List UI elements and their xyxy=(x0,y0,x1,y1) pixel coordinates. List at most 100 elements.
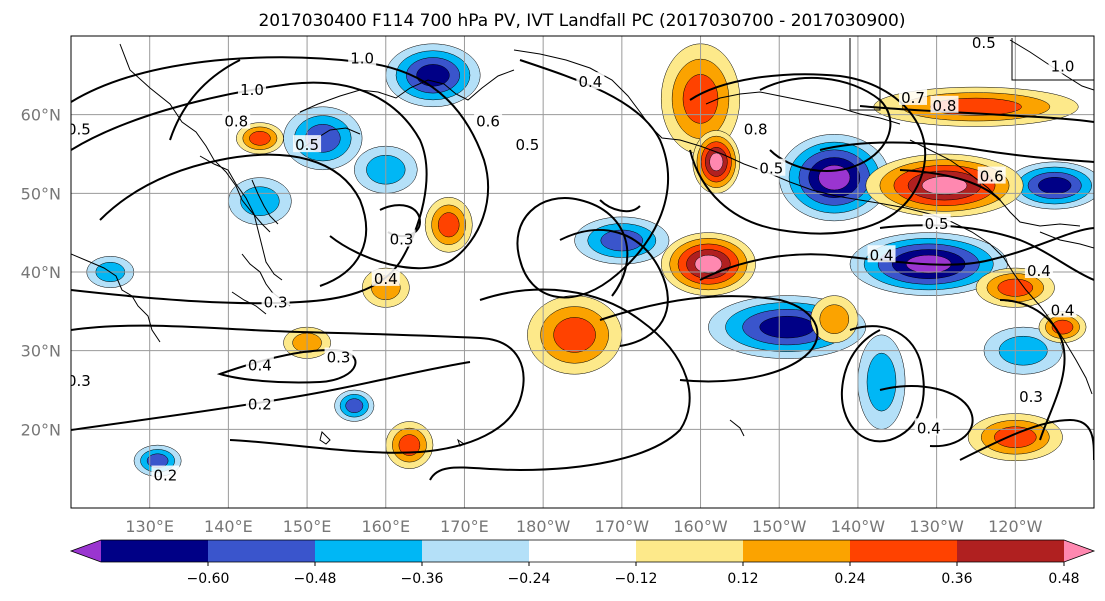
pv-level-fill xyxy=(437,212,460,238)
contour-label-text: 0.3 xyxy=(264,293,288,311)
contour-label-bg xyxy=(1048,300,1077,318)
longitude-tick-label: 160°E xyxy=(361,517,410,536)
contour-label-text: 0.4 xyxy=(578,73,602,91)
colorbar-tick-label: 0.12 xyxy=(727,571,758,587)
contour-label: 1.0 xyxy=(348,48,377,68)
colorbar-box xyxy=(101,540,209,562)
pv-anomaly-region xyxy=(660,232,756,296)
colorbar: −0.60 −0.48 −0.36 −0.24 −0.12 0.12 0.24 0.36 0.4… xyxy=(69,539,1096,587)
colorbar-tick-label: −0.12 xyxy=(615,571,658,587)
contour-label-bg xyxy=(371,268,400,286)
pv-anomaly-region xyxy=(1007,161,1094,210)
colorbar-box xyxy=(208,540,316,562)
contour-label-bg xyxy=(930,95,959,113)
contour-label-text: 0.5 xyxy=(925,215,949,233)
pv-level-fill xyxy=(345,398,364,413)
contour-label-text: 0.5 xyxy=(759,160,783,178)
contour-label: 0.5 xyxy=(757,158,786,178)
longitude-tick-label: 130°W xyxy=(909,517,964,536)
contour-label-bg xyxy=(151,465,180,483)
contour-label-text: 1.0 xyxy=(240,81,264,99)
contour-label-bg xyxy=(1048,56,1077,74)
map-area: 1.0 1.0 0.8 0.5 0.6 0.5 0.4 0.8 0.5 0.7 0.8 0.6 0.5 0… xyxy=(67,34,1094,508)
pv-level-fill xyxy=(709,152,724,172)
contour-label-text: 0.5 xyxy=(515,136,539,154)
contour-label-bg xyxy=(576,72,605,90)
contour-label-bg xyxy=(71,371,93,389)
contour-label-bg xyxy=(513,135,542,153)
colorbar-box xyxy=(957,540,1065,562)
contour-label: 1.0 xyxy=(1048,56,1077,75)
pv-level-fill xyxy=(921,176,968,195)
contour-label-text: 1.0 xyxy=(1051,57,1075,75)
longitude-tick-label: 140°W xyxy=(831,517,886,536)
pv-anomaly-region xyxy=(228,177,292,226)
colorbar-tick-label: 0.48 xyxy=(1048,571,1079,587)
contour-label-text: 0.4 xyxy=(917,419,941,437)
pv-level-fill xyxy=(553,317,596,353)
longitude-tick-label: 120°W xyxy=(988,517,1043,536)
contour-label: 1.0 xyxy=(237,80,266,99)
contour-label: 0.6 xyxy=(474,111,503,131)
contour-label-bg xyxy=(71,119,93,137)
contour-label-text: 0.5 xyxy=(67,120,91,138)
contour-label-bg xyxy=(245,394,274,412)
colorbar-outline xyxy=(69,539,1096,563)
colorbar-tick-label: −0.24 xyxy=(508,571,551,587)
contour-label-bg xyxy=(899,87,928,105)
contour-label-bg xyxy=(348,48,377,66)
contour-label: 0.3 xyxy=(1017,386,1046,406)
pv-level-fill xyxy=(819,304,850,334)
contour-label: 0.5 xyxy=(67,119,93,138)
colorbar-box xyxy=(529,540,637,562)
contour-label-text: 0.6 xyxy=(476,113,500,131)
contour-label-bg xyxy=(757,158,786,176)
contour-label-text: 0.5 xyxy=(295,136,319,154)
contour-label-bg xyxy=(387,229,416,247)
longitude-tick-label: 150°E xyxy=(283,517,332,536)
contour-label: 0.5 xyxy=(922,213,951,233)
pv-level-fill xyxy=(416,64,450,87)
pv-anomaly-region xyxy=(424,197,473,253)
latitude-tick-label: 30°N xyxy=(21,342,61,361)
contour-label-bg xyxy=(474,111,503,129)
longitude-tick-label: 160°W xyxy=(673,517,728,536)
colorbar-box xyxy=(850,540,958,562)
contour-label: 0.5 xyxy=(293,135,322,154)
pv-level-fill xyxy=(866,352,897,412)
contour-label-text: 0.4 xyxy=(1051,301,1075,319)
latitude-tick-label: 20°N xyxy=(21,420,61,439)
contour-label-text: 0.3 xyxy=(1019,388,1043,406)
contour-label: 0.8 xyxy=(222,111,251,131)
pv-anomaly-region xyxy=(133,444,182,477)
contour-label-bg xyxy=(237,80,266,98)
pv-anomaly-region xyxy=(385,421,434,469)
contour-label: 0.4 xyxy=(1024,261,1053,280)
contour-label-text: 0.5 xyxy=(972,34,996,52)
longitude-tick-label: 170°W xyxy=(595,517,650,536)
contour-label-bg xyxy=(867,245,896,263)
contour-label: 0.8 xyxy=(930,95,959,115)
contour-label: 0.3 xyxy=(261,292,290,311)
contour-label: 0.4 xyxy=(576,72,605,91)
contour-label-text: 1.0 xyxy=(350,50,374,68)
contour-label-bg xyxy=(324,347,353,365)
contour-label-text: 0.8 xyxy=(224,113,248,131)
pv-anomaly-region xyxy=(334,389,375,422)
pv-anomaly-region xyxy=(527,295,623,375)
colorbar-tick-label: 0.36 xyxy=(941,571,972,587)
contour-label-text: 0.4 xyxy=(374,270,398,288)
latitude-tick-label: 50°N xyxy=(21,184,61,203)
latitude-tick-labels: 20°N 30°N 40°N 50°N 60°N xyxy=(21,106,61,440)
contour-label-text: 0.8 xyxy=(744,120,768,138)
colorbar-tick-label: −0.60 xyxy=(187,571,230,587)
contour-labels: 1.0 1.0 0.8 0.5 0.6 0.5 0.4 0.8 0.5 0.7 0.8 0.6 0.5 0… xyxy=(67,34,1077,485)
contour-label: 0.2 xyxy=(245,394,274,414)
contour-label-text: 0.6 xyxy=(980,168,1004,186)
contour-label-bg xyxy=(222,111,251,129)
contour-label: 0.3 xyxy=(387,229,416,249)
longitude-tick-label: 130°E xyxy=(125,517,174,536)
contour-label: 0.4 xyxy=(914,418,943,437)
longitude-tick-label: 180°W xyxy=(516,517,571,536)
